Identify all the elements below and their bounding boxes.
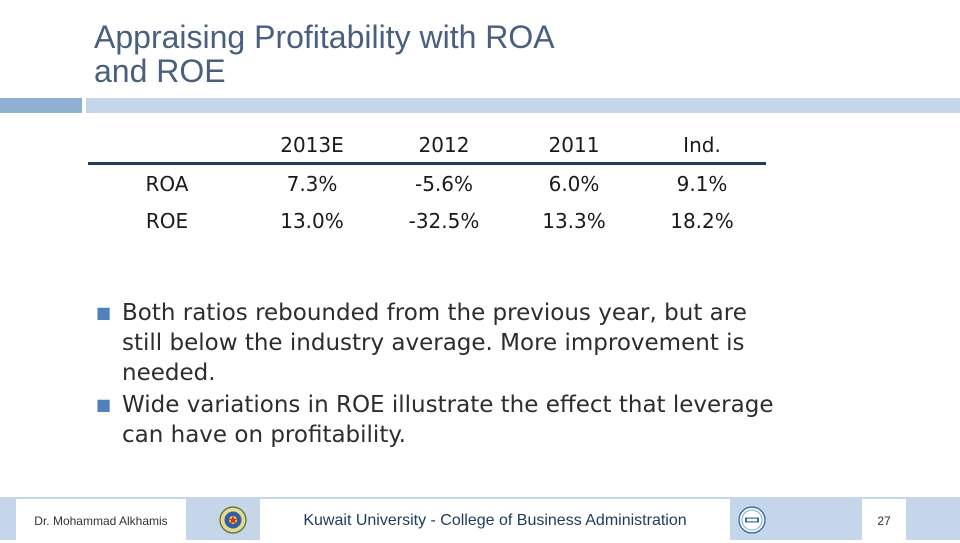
bullet-text: Wide variations in ROE illustrate the ef…	[122, 392, 774, 448]
table-header-cell: 2011	[510, 128, 638, 165]
table-header-cell: 2013E	[246, 128, 378, 165]
bullet-text: Both ratios rebounded from the previous …	[122, 300, 747, 386]
table-cell: 7.3%	[286, 171, 338, 196]
slide-title-line-2: and ROE	[94, 53, 226, 89]
bullet-list: ■ Both ratios rebounded from the previou…	[96, 298, 776, 452]
table-header-row: 2013E 2012 2011 Ind.	[88, 128, 766, 165]
row-label: ROE	[145, 208, 189, 233]
title-accent-bar-light	[86, 98, 960, 113]
slide-title: Appraising Profitability with ROA and RO…	[94, 20, 854, 88]
table-cell: 13.0%	[280, 208, 344, 233]
title-accent-bar-dark	[0, 98, 82, 113]
table-cell: 9.1%	[676, 171, 728, 196]
slide-title-line-1: Appraising Profitability with ROA	[94, 19, 555, 55]
square-bullet-icon: ■	[96, 303, 112, 322]
table-cell: 18.2%	[670, 208, 734, 233]
university-seal-icon	[219, 506, 247, 534]
footer-institution: Kuwait University - College of Business …	[260, 499, 730, 540]
table-cell: 13.3%	[542, 208, 606, 233]
table-row: ROA 7.3% -5.6% 6.0% 9.1%	[88, 164, 766, 203]
table-header-cell	[88, 128, 246, 165]
row-label: ROA	[145, 171, 189, 196]
bullet-item: ■ Both ratios rebounded from the previou…	[96, 298, 776, 388]
table-header-cell: 2012	[378, 128, 510, 165]
table-row: ROE 13.0% -32.5% 13.3% 18.2%	[88, 202, 766, 239]
table-cell: -5.6%	[414, 171, 474, 196]
table-cell: -32.5%	[408, 208, 480, 233]
square-bullet-icon: ■	[96, 395, 112, 414]
ratio-table: 2013E 2012 2011 Ind. ROA 7.3% -5.6% 6.0%…	[88, 128, 766, 239]
page-number: 27	[862, 499, 906, 540]
bullet-item: ■ Wide variations in ROE illustrate the …	[96, 390, 776, 450]
table-cell: 6.0%	[548, 171, 600, 196]
table-header-cell: Ind.	[638, 128, 766, 165]
accreditation-seal-icon	[738, 506, 766, 534]
footer-author: Dr. Mohammad Alkhamis	[16, 499, 186, 540]
